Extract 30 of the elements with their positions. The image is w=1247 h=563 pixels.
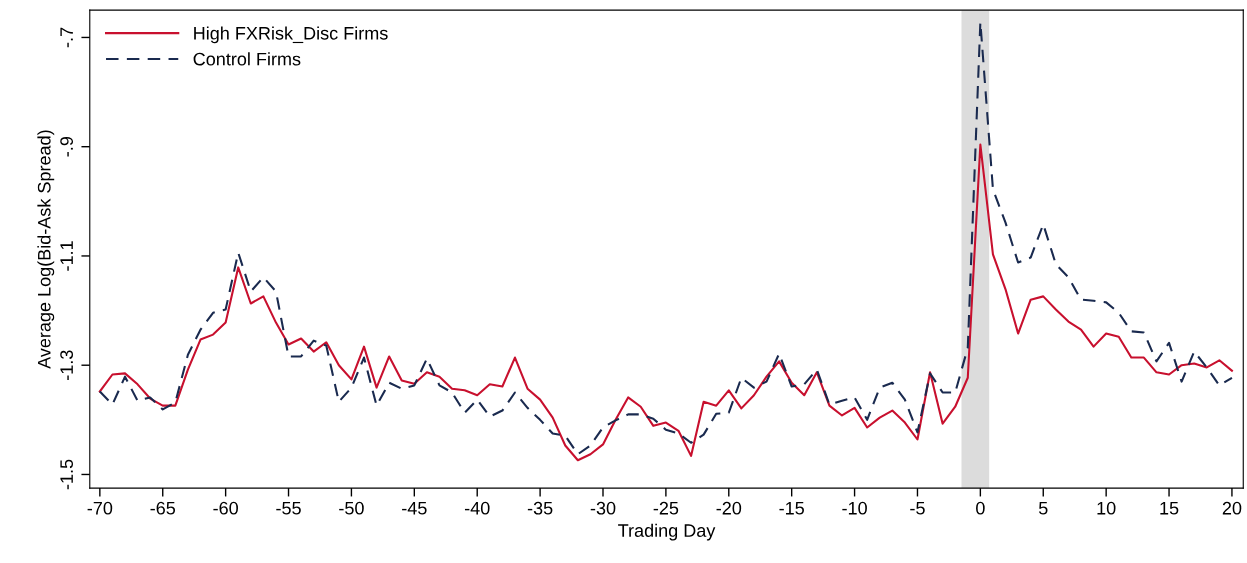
x-tick-label: -60: [213, 501, 238, 515]
line-series: [98, 21, 1233, 456]
y-tick-label: -1.1: [60, 241, 73, 271]
x-tick-label: -25: [653, 501, 679, 515]
x-tick-label: -65: [150, 501, 176, 515]
legend-label: High FXRisk_Disc Firms: [194, 26, 388, 44]
x-tick-label: -5: [910, 501, 925, 515]
y-tick-label: -1.3: [60, 350, 74, 380]
y-tick-label: -1.5: [60, 459, 74, 490]
x-tick-label: 5: [1038, 501, 1048, 515]
x-tick-label: 10: [1097, 501, 1116, 515]
y-axis-title: Average Log(Bid-Ask Spread): [37, 130, 55, 369]
x-tick-label: -40: [464, 501, 490, 515]
x-tick-label: -20: [716, 501, 742, 515]
x-tick-label: -55: [276, 501, 301, 515]
y-tick-label: -.7: [60, 27, 73, 48]
line-series: [98, 143, 1233, 462]
x-tick-label: -50: [339, 501, 364, 515]
y-tick-label: -.9: [60, 137, 74, 157]
x-tick-label: -10: [842, 501, 867, 515]
x-axis-title: Trading Day: [618, 523, 716, 541]
x-tick-label: -70: [87, 501, 113, 515]
x-tick-label: -15: [779, 501, 804, 515]
x-tick-label: 20: [1222, 501, 1242, 515]
legend-label: Control Firms: [193, 52, 301, 66]
x-tick-label: -45: [402, 501, 427, 515]
x-tick-label: -30: [590, 501, 616, 515]
x-tick-label: 0: [976, 501, 985, 515]
x-tick-label: -35: [527, 501, 553, 515]
x-tick-label: 15: [1160, 501, 1179, 515]
